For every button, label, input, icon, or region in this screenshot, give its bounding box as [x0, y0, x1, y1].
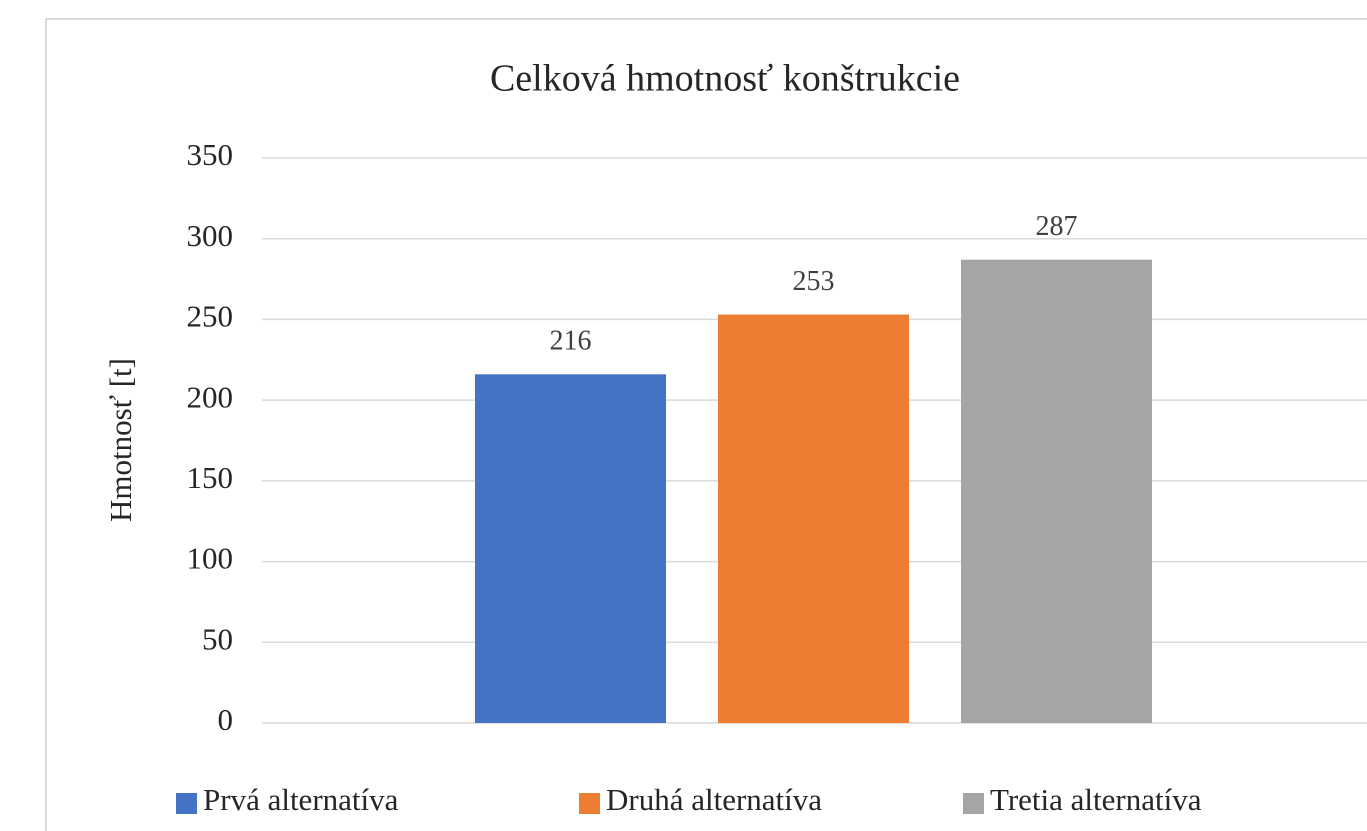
data-label: 253 — [793, 266, 835, 297]
legend-swatch — [176, 793, 197, 814]
y-tick-label: 250 — [187, 299, 234, 334]
bar — [475, 374, 666, 723]
y-axis-label: Hmotnosť [t] — [103, 358, 138, 522]
chart-frame — [45, 18, 1367, 831]
y-tick-label: 100 — [187, 541, 234, 576]
y-tick-label: 50 — [202, 621, 233, 656]
chart-title: Celková hmotnosť konštrukcie — [490, 58, 960, 100]
bar — [961, 259, 1152, 723]
legend-swatch — [963, 793, 984, 814]
legend-label: Tretia alternatíva — [990, 782, 1202, 817]
y-tick-label: 150 — [187, 460, 234, 495]
legend-label: Prvá alternatíva — [203, 782, 399, 817]
y-tick-label: 300 — [187, 218, 234, 253]
y-tick-label: 0 — [218, 702, 234, 737]
legend-swatch — [579, 793, 600, 814]
y-tick-label: 350 — [187, 137, 234, 172]
bar — [718, 314, 909, 723]
legend-label: Druhá alternatíva — [606, 782, 822, 817]
data-label: 287 — [1036, 211, 1078, 242]
data-label: 216 — [550, 326, 592, 357]
y-tick-label: 200 — [187, 379, 234, 414]
